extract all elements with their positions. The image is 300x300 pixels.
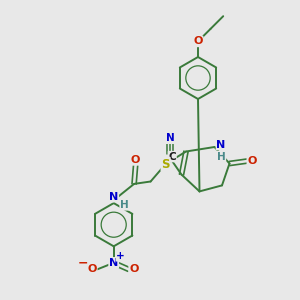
Text: +: + [116,251,125,261]
Text: N: N [166,133,175,143]
Text: N: N [109,192,118,202]
Text: N: N [109,258,118,268]
Text: H: H [120,200,129,210]
Text: N: N [217,140,226,150]
Text: O: O [193,36,203,46]
Text: H: H [217,152,226,162]
Text: S: S [161,158,170,171]
Text: O: O [87,264,97,274]
Text: C: C [168,152,176,162]
Text: O: O [129,264,139,274]
Text: O: O [247,156,257,166]
Text: −: − [78,256,88,269]
Text: O: O [131,155,140,165]
